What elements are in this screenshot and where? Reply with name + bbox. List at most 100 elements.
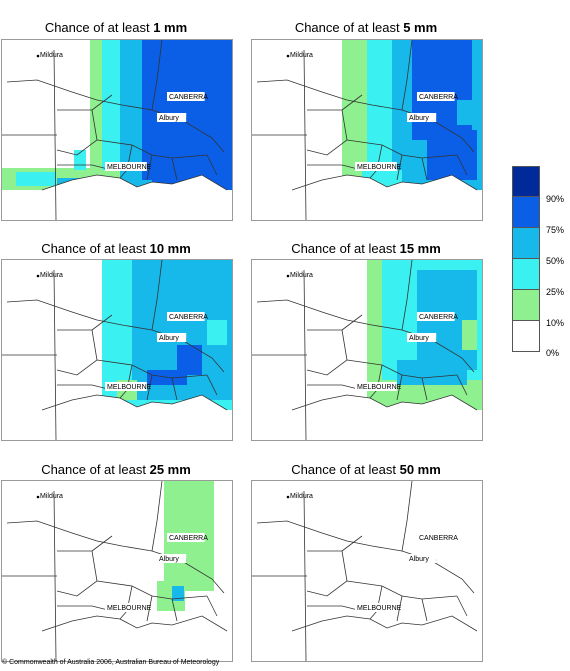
boundary-line [171,598,178,622]
map-25mm: Mildura CANBERRA Albury MELBOURNE [1,480,233,662]
boundary-line [6,79,225,153]
boundary-line [456,374,468,396]
boundary-line [41,394,228,411]
ocean-area [252,175,482,220]
boundary-line [456,595,468,617]
boundary-line [421,157,428,181]
ocean-area [2,395,232,440]
melbourne-label-bg [105,603,147,612]
boundary-line [341,94,363,111]
melbourne-label: MELBOURNE [357,605,402,612]
legend-swatch-0 [512,321,540,352]
legend-label-10: 10% [546,318,565,328]
albury-label-bg [407,554,437,563]
panel-title-10mm: Chance of at least 10 mm [41,241,191,256]
boundary-line [291,174,478,191]
probability-cell [462,320,477,350]
boundary-line [456,154,468,176]
boundary-line [56,329,98,376]
albury-label-bg [407,113,437,122]
boundary-line [401,260,413,331]
boundary-line [56,550,98,597]
boundary-line [306,109,348,156]
boundary-line [206,374,218,396]
melbourne-label: MELBOURNE [107,605,152,612]
legend-label-90: 90% [546,194,565,204]
mildura-label: Mildura [290,52,313,59]
melbourne-label: MELBOURNE [357,164,402,171]
legend-swatch-75 [512,197,540,228]
boundary-line [151,260,163,331]
boundary-line [91,314,113,331]
canberra-label: CANBERRA [169,535,208,542]
panel-title-25mm: Chance of at least 25 mm [41,462,191,477]
legend-color-scale [512,166,540,352]
ocean-area [2,175,232,220]
canberra-label: CANBERRA [419,535,458,542]
melbourne-label: MELBOURNE [357,384,402,391]
boundary-line [291,394,478,411]
boundary-line [6,520,225,594]
canberra-label-bg [417,92,455,101]
copyright-notice: © Commonwealth of Australia 2006, Austra… [2,659,220,666]
legend-swatch-25 [512,259,540,290]
boundary-line [291,615,478,632]
mildura-marker [36,495,40,499]
boundary-line [307,605,363,612]
boundary-line [401,40,413,111]
boundary-line [396,595,403,622]
boundary-line [306,329,348,376]
probability-cell [207,320,227,345]
legend-swatch-10 [512,290,540,321]
ocean-area [2,616,232,661]
panel-title-15mm: Chance of at least 15 mm [291,241,441,256]
mildura-label: Mildura [290,493,313,500]
boundary-line [146,154,153,181]
melbourne-label-bg [355,382,397,391]
boundary-line [206,595,218,617]
melbourne-label-bg [105,382,147,391]
melbourne-label: MELBOURNE [107,164,152,171]
albury-label: Albury [159,556,179,563]
albury-label: Albury [409,335,429,342]
canberra-label-bg [167,92,205,101]
map-1mm: Mildura CANBERRA Albury MELBOURNE [1,39,233,221]
mildura-marker [36,274,40,278]
mildura-label: Mildura [40,52,63,59]
legend-label-50: 50% [546,256,565,266]
probability-cell [457,100,477,125]
rainfall-map-25mm: Mildura CANBERRA Albury MELBOURNE [2,481,232,661]
boundary-line [341,535,363,552]
boundary-line [256,299,475,373]
boundary-line [151,40,163,111]
boundary-line [306,550,348,597]
boundary-line [91,535,113,552]
boundary-line [41,615,228,632]
legend-label-25: 25% [546,287,565,297]
legend-swatch-50 [512,228,540,259]
boundary-line [256,520,475,594]
probability-cell [397,360,467,385]
panel-title-50mm: Chance of at least 50 mm [291,462,441,477]
probability-cell [427,130,477,180]
boundary-line [256,79,475,153]
canberra-label: CANBERRA [419,94,458,101]
rainfall-map-50mm: Mildura CANBERRA Albury MELBOURNE [252,481,482,661]
boundary-line [421,377,428,401]
probability-cell [16,172,56,186]
mildura-label: Mildura [290,272,313,279]
boundary-line [171,157,178,181]
boundary-line [119,585,133,620]
albury-label-bg [157,333,187,342]
boundary-line [151,481,163,552]
melbourne-label: MELBOURNE [107,384,152,391]
albury-label: Albury [159,115,179,122]
albury-label: Albury [409,115,429,122]
legend-swatch-90 [512,166,540,197]
ocean-area [252,616,482,661]
boundary-line [206,154,218,176]
boundary-line [396,374,403,401]
boundary-line [307,384,363,391]
boundary-line [369,585,383,620]
mildura-marker [286,54,290,58]
